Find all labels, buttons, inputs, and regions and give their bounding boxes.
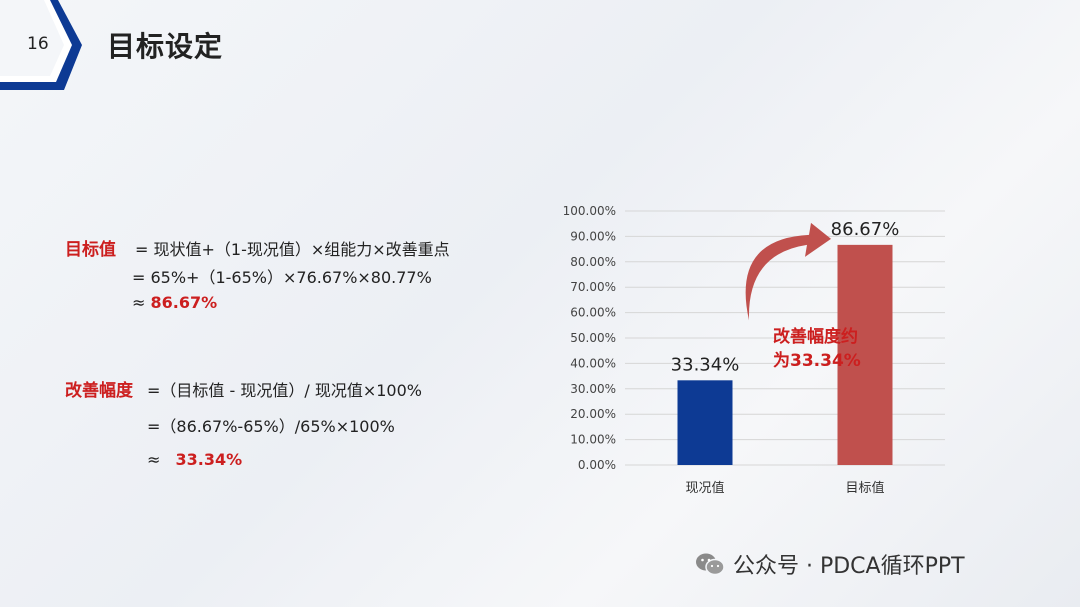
target-formula-label: 目标值 [65, 240, 116, 260]
target-formula-line2: = 65%+（1-65%）×76.67%×80.77% [132, 268, 432, 287]
y-tick-label: 40.00% [570, 356, 616, 370]
improve-result-value: 33.34% [175, 450, 243, 469]
footer-text: 公众号 · PDCA循环PPT [733, 554, 965, 579]
y-tick-label: 10.00% [570, 433, 616, 447]
improve-formula-line2: =（86.67%-65%）/65%×100% [147, 417, 395, 436]
target-result-value: 86.67% [150, 293, 218, 312]
y-tick-label: 60.00% [570, 306, 616, 320]
x-tick-label: 现况值 [685, 480, 724, 496]
bar-chart: 0.00% 10.00% 20.00% 30.00% 40.00% 50.00% 60.00… [540, 195, 960, 505]
data-label: 86.67% [831, 219, 900, 240]
y-tick-label: 30.00% [570, 382, 616, 396]
corner-decoration [0, 0, 82, 90]
target-formula-result: ≈ 86.67% [132, 293, 217, 312]
improve-formula-label: 改善幅度 [65, 381, 133, 401]
wechat-icon [696, 553, 725, 576]
improvement-callout: 改善幅度约 为33.34% [773, 325, 883, 373]
approx-sign: ≈ [132, 293, 146, 312]
callout-line1: 改善幅度约 [773, 327, 858, 347]
y-tick-label: 100.00% [563, 204, 616, 218]
y-tick-label: 20.00% [570, 407, 616, 421]
footer: 公众号 · PDCA循环PPT [695, 548, 965, 580]
bar-2 [837, 244, 893, 465]
y-tick-label: 0.00% [578, 458, 616, 472]
callout-line2: 为33.34% [773, 351, 861, 371]
x-tick-label: 目标值 [845, 480, 884, 496]
page-title: 目标设定 [107, 30, 224, 63]
y-tick-label: 90.00% [570, 229, 616, 243]
page-number: 16 [27, 34, 49, 54]
bar-1 [677, 380, 733, 465]
improve-formula-result: ≈ 33.34% [147, 450, 242, 469]
target-formula-line1: = 现状值+（1-现况值）×组能力×改善重点 [135, 240, 450, 259]
bar-chart-svg: 0.00% 10.00% 20.00% 30.00% 40.00% 50.00% 60.00… [563, 204, 945, 496]
y-tick-label: 50.00% [570, 331, 616, 345]
approx-sign: ≈ [147, 450, 161, 469]
improve-formula-line1: =（目标值 - 现况值）/ 现况值×100% [147, 381, 422, 400]
y-tick-label: 70.00% [570, 280, 616, 294]
curved-arrow-icon [745, 222, 831, 321]
y-tick-label: 80.00% [570, 255, 616, 269]
data-label: 33.34% [671, 354, 740, 375]
